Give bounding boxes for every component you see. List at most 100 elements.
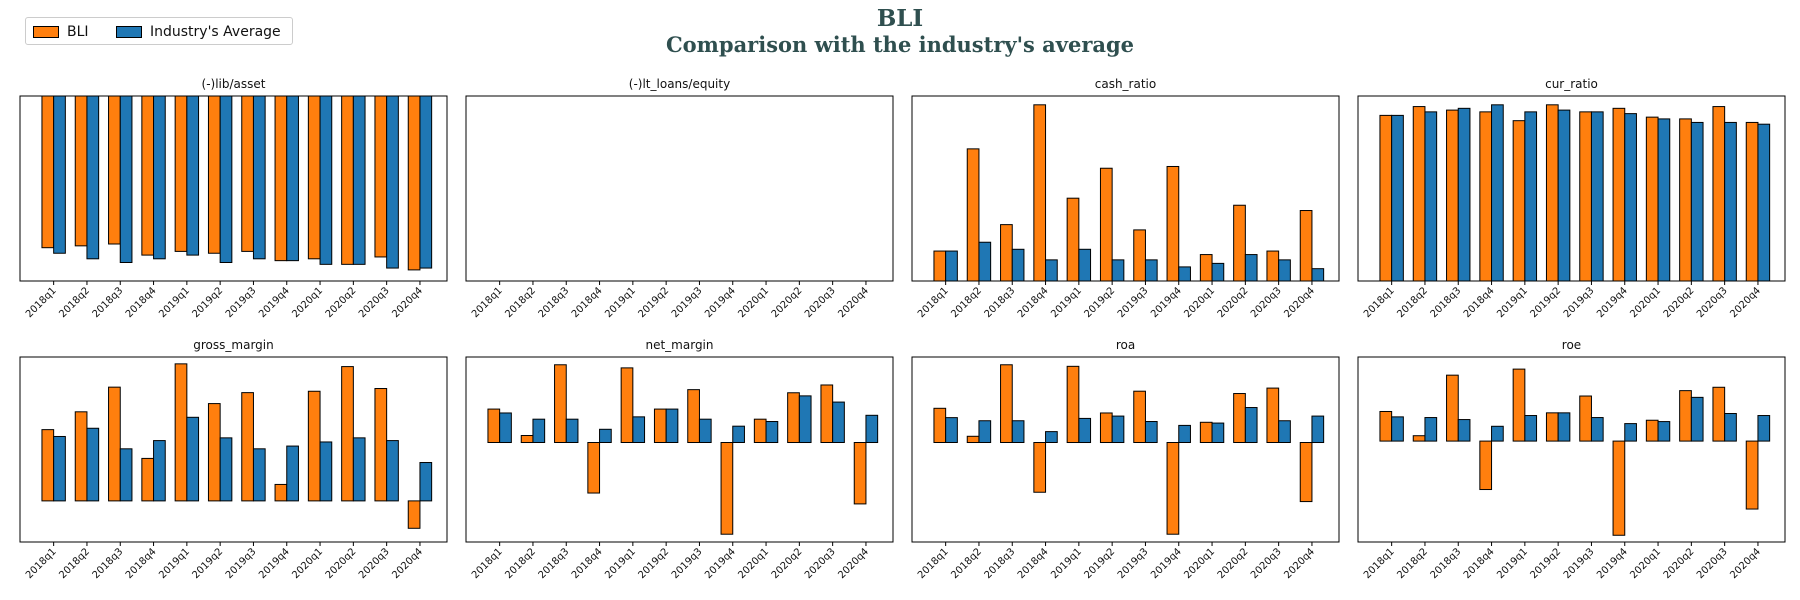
bar-industry bbox=[1111, 259, 1125, 282]
x-tick-label: 2020q2 bbox=[1216, 546, 1251, 581]
bar-company bbox=[1379, 114, 1393, 282]
bar-industry bbox=[352, 437, 366, 502]
bar-industry bbox=[732, 425, 745, 443]
bar-company bbox=[207, 403, 221, 502]
subplot-title: (-)lt_loans/equity bbox=[629, 77, 730, 91]
x-tick-label: 2019q4 bbox=[1595, 285, 1630, 320]
legend: BLI Industry's Average bbox=[25, 17, 293, 45]
x-tick-label: 2018q2 bbox=[503, 285, 538, 320]
bar-industry bbox=[1457, 107, 1471, 282]
bar-industry bbox=[53, 95, 66, 254]
x-tick-label: 2020q2 bbox=[324, 546, 359, 581]
bar-industry bbox=[1244, 407, 1258, 444]
x-tick-label: 2019q2 bbox=[191, 285, 226, 320]
bar-industry bbox=[1657, 118, 1671, 282]
bar-industry bbox=[1590, 111, 1604, 282]
bar-company bbox=[1099, 412, 1113, 444]
x-tick-label: 2018q4 bbox=[1016, 546, 1051, 581]
x-tick-label: 2019q3 bbox=[224, 546, 259, 581]
bar-company bbox=[307, 390, 321, 502]
bar-company bbox=[1033, 442, 1047, 493]
bar-industry bbox=[1491, 425, 1504, 442]
bar-industry bbox=[1524, 111, 1538, 282]
bar-company bbox=[520, 435, 534, 444]
x-tick-label: 2019q3 bbox=[1116, 285, 1151, 320]
bar-company bbox=[587, 442, 601, 494]
x-tick-label: 2019q4 bbox=[703, 546, 738, 581]
bar-company bbox=[1745, 121, 1759, 282]
bar-industry bbox=[1311, 268, 1325, 282]
bar-company bbox=[1412, 106, 1426, 282]
bar-industry bbox=[945, 417, 958, 444]
x-tick-label: 2020q1 bbox=[290, 285, 325, 320]
x-tick-label: 2018q4 bbox=[570, 546, 605, 581]
bar-industry bbox=[186, 95, 200, 256]
bar-industry bbox=[698, 418, 712, 443]
bar-industry bbox=[665, 408, 679, 443]
bar-industry bbox=[319, 95, 333, 265]
bar-industry bbox=[1757, 123, 1771, 282]
bar-industry bbox=[832, 401, 845, 443]
bar-industry bbox=[1491, 104, 1504, 282]
x-tick-label: 2019q1 bbox=[1049, 546, 1084, 581]
x-tick-label: 2019q2 bbox=[1083, 546, 1118, 581]
x-tick-label: 2019q1 bbox=[1049, 285, 1084, 320]
x-tick-label: 2019q1 bbox=[157, 546, 192, 581]
plot-frame bbox=[19, 95, 448, 282]
bar-industry bbox=[352, 95, 366, 265]
bar-company bbox=[933, 250, 947, 282]
subplot-title: roe bbox=[1562, 338, 1581, 352]
bar-company bbox=[1266, 250, 1280, 282]
bar-industry bbox=[945, 250, 958, 282]
plot-frame bbox=[465, 95, 894, 282]
bar-company bbox=[554, 364, 567, 443]
bar-industry bbox=[1011, 248, 1025, 282]
bar-industry bbox=[1557, 412, 1571, 442]
bar-industry bbox=[1657, 421, 1671, 442]
bar-company bbox=[1412, 435, 1426, 442]
bar-industry bbox=[1690, 121, 1704, 282]
x-tick-label: 2020q3 bbox=[803, 285, 838, 320]
bar-company bbox=[1133, 390, 1146, 444]
x-tick-label: 2020q4 bbox=[836, 546, 871, 581]
plot-frame bbox=[1357, 356, 1786, 543]
bar-company bbox=[1512, 368, 1526, 442]
x-tick-label: 2020q1 bbox=[1182, 546, 1217, 581]
plot-frame bbox=[19, 356, 448, 543]
x-tick-label: 2019q3 bbox=[1562, 285, 1597, 320]
chart-subtitle: Comparison with the industry's average bbox=[665, 32, 1135, 57]
bar-industry bbox=[1724, 121, 1737, 282]
subplot-title: (-)lib/asset bbox=[202, 77, 266, 91]
bar-company bbox=[1233, 393, 1246, 443]
bar-industry bbox=[219, 95, 233, 263]
bar-company bbox=[820, 384, 834, 444]
bar-company bbox=[1545, 412, 1559, 442]
bar-company bbox=[1000, 364, 1013, 443]
x-tick-label: 2019q4 bbox=[257, 546, 292, 581]
bar-industry bbox=[119, 448, 133, 502]
x-tick-label: 2018q3 bbox=[983, 546, 1018, 581]
bar-company bbox=[241, 95, 254, 252]
bar-industry bbox=[1144, 421, 1158, 444]
bar-company bbox=[853, 442, 867, 505]
x-tick-label: 2018q4 bbox=[1462, 285, 1497, 320]
bar-industry bbox=[153, 440, 166, 502]
plot-frame bbox=[465, 356, 894, 543]
bar-company bbox=[1512, 120, 1526, 282]
x-tick-label: 2020q3 bbox=[1249, 546, 1284, 581]
bar-industry bbox=[865, 414, 879, 444]
x-tick-label: 2020q4 bbox=[1728, 546, 1763, 581]
subplot-title: cur_ratio bbox=[1545, 77, 1598, 91]
bar-company bbox=[341, 95, 354, 265]
x-tick-label: 2018q1 bbox=[24, 285, 59, 320]
bar-industry bbox=[1624, 423, 1637, 442]
bar-company bbox=[1199, 254, 1213, 282]
legend-label-company: BLI bbox=[67, 24, 89, 40]
x-tick-label: 2018q3 bbox=[1429, 546, 1464, 581]
bar-industry bbox=[1278, 259, 1291, 282]
x-tick-label: 2019q2 bbox=[1529, 546, 1564, 581]
bar-company bbox=[1479, 440, 1493, 491]
x-tick-label: 2018q2 bbox=[57, 285, 92, 320]
x-tick-label: 2018q3 bbox=[91, 285, 126, 320]
x-tick-label: 2020q3 bbox=[1249, 285, 1284, 320]
